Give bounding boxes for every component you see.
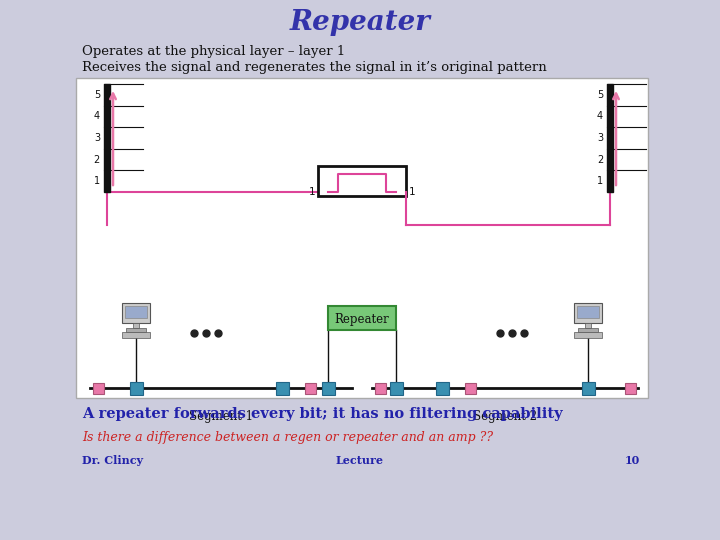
Bar [624,382,636,394]
Text: 1: 1 [308,187,315,197]
Bar [390,381,402,395]
Text: 3: 3 [94,133,100,143]
Text: 5: 5 [94,90,100,100]
Bar [607,84,613,192]
Text: 1: 1 [597,176,603,186]
Text: 5: 5 [597,90,603,100]
Bar [133,323,139,328]
Bar [125,306,147,318]
Text: 2: 2 [94,154,100,165]
Bar [122,332,150,338]
Bar [126,328,146,332]
Text: Segment 2: Segment 2 [473,410,537,423]
Bar [276,381,289,395]
Text: 1: 1 [94,176,100,186]
Text: Lecture: Lecture [336,455,384,465]
Text: Dr. Clincy: Dr. Clincy [82,455,143,465]
Bar [578,328,598,332]
Text: 2: 2 [597,154,603,165]
Bar [122,303,150,323]
Text: Is there a difference between a regen or repeater and an amp ??: Is there a difference between a regen or… [82,430,493,443]
Bar [305,382,315,394]
Text: 4: 4 [597,111,603,122]
Bar [574,303,602,323]
Text: A repeater forwards every bit; it has no filtering capability: A repeater forwards every bit; it has no… [82,407,562,421]
Bar [585,323,591,328]
Text: 4: 4 [94,111,100,122]
Text: Operates at the physical layer – layer 1: Operates at the physical layer – layer 1 [82,45,346,58]
Text: 10: 10 [625,455,640,465]
Bar [464,382,475,394]
Bar [574,332,602,338]
Bar [436,381,449,395]
Bar [577,306,599,318]
Text: Receives the signal and regenerates the signal in it’s original pattern: Receives the signal and regenerates the … [82,62,546,75]
Text: Repeater: Repeater [289,9,431,36]
Text: Segment 1: Segment 1 [189,410,253,423]
Bar [104,84,110,192]
Text: 1: 1 [409,187,415,197]
Bar [130,381,143,395]
Bar [322,381,335,395]
Bar [92,382,104,394]
Bar [582,381,595,395]
Text: Repeater: Repeater [335,313,390,326]
Bar [76,78,648,398]
Bar [374,382,385,394]
Bar [318,166,406,196]
Bar [328,306,396,330]
Text: 3: 3 [597,133,603,143]
